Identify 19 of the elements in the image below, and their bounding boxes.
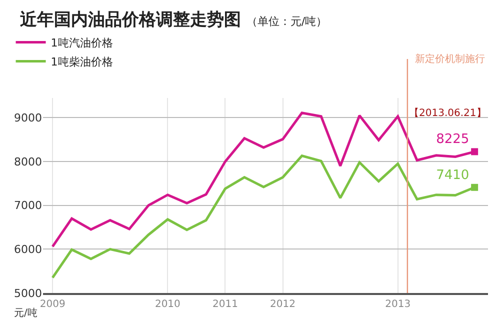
x-tick-label: 2012 — [270, 299, 296, 310]
legend-label: 1吨柴油价格 — [50, 56, 113, 69]
chart-subtitle: （单位：元/吨） — [246, 15, 328, 28]
annotation: 【2013.06.21】 — [409, 107, 486, 119]
y-tick-label: 9000 — [14, 112, 42, 125]
x-tick-label: 2009 — [40, 299, 66, 310]
x-tick-label: 2013 — [385, 299, 411, 310]
legend-label: 1吨汽油价格 — [50, 36, 113, 50]
text: 新定价机制施行 — [415, 53, 485, 65]
y-tick-label: 7000 — [14, 199, 42, 212]
data-label: 8225 — [436, 132, 470, 148]
chart-title: 近年国内油品价格调整走势图 — [19, 10, 241, 30]
data-label: 7410 — [436, 168, 470, 183]
y-tick-label: 5000 — [14, 286, 42, 300]
x-tick-label: 2010 — [154, 299, 180, 310]
y-tick-label: 6000 — [14, 243, 42, 256]
y-axis-title: 元/吨 — [14, 307, 38, 319]
x-tick-label: 2011 — [212, 299, 238, 310]
y-tick-label: 8000 — [14, 155, 42, 168]
